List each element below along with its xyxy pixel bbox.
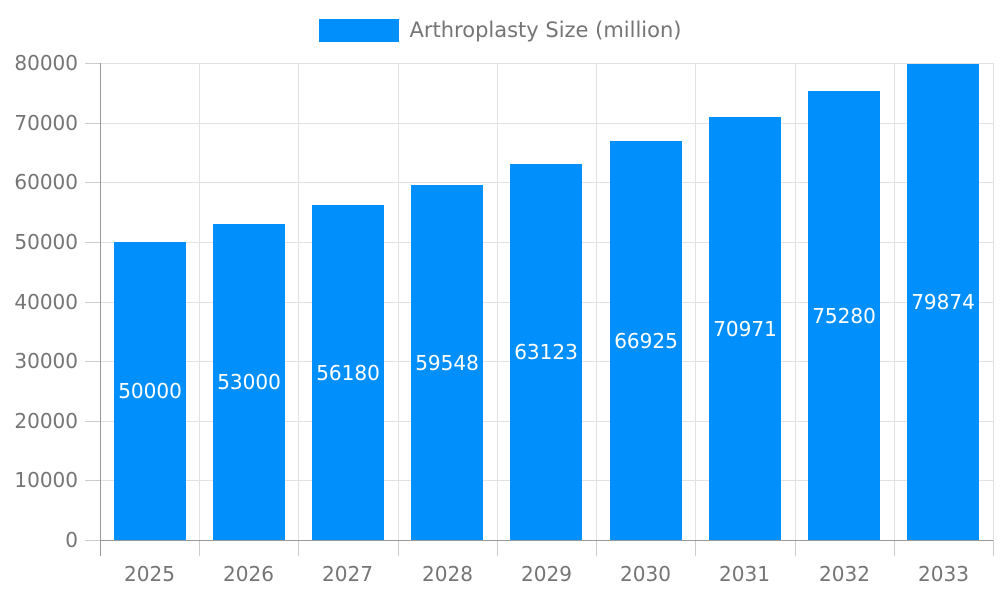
bar-value-label: 63123 (514, 340, 578, 364)
x-axis-tick-label: 2029 (521, 562, 572, 586)
bar[interactable] (610, 141, 682, 540)
bar-value-label: 59548 (415, 351, 479, 375)
x-tick (795, 540, 796, 556)
bar[interactable] (907, 64, 979, 540)
legend-swatch-icon (318, 19, 399, 42)
y-axis-tick-label: 40000 (14, 290, 78, 314)
v-grid-line (894, 63, 895, 540)
bar-value-label: 79874 (911, 290, 975, 314)
x-tick (497, 540, 498, 556)
x-tick (298, 540, 299, 556)
y-tick (85, 182, 100, 183)
bar[interactable] (411, 185, 483, 540)
x-tick (398, 540, 399, 556)
y-tick (85, 540, 100, 541)
y-axis-tick-label: 80000 (14, 51, 78, 75)
legend-label: Arthroplasty Size (million) (409, 18, 682, 42)
x-tick (596, 540, 597, 556)
y-axis-line (100, 63, 101, 556)
bar[interactable] (808, 91, 880, 540)
v-grid-line (199, 63, 200, 540)
h-grid-line (100, 123, 993, 124)
y-tick (85, 63, 100, 64)
y-axis-tick-label: 30000 (14, 349, 78, 373)
x-tick (199, 540, 200, 556)
v-grid-line (298, 63, 299, 540)
x-axis-tick-label: 2031 (719, 562, 770, 586)
bar[interactable] (213, 224, 285, 540)
bar-value-label: 70971 (713, 317, 777, 341)
x-axis-tick-label: 2025 (124, 562, 175, 586)
y-tick (85, 361, 100, 362)
bar-value-label: 75280 (812, 304, 876, 328)
x-tick (993, 540, 994, 556)
y-tick (85, 242, 100, 243)
bar[interactable] (510, 164, 582, 540)
y-tick (85, 421, 100, 422)
x-axis-tick-label: 2026 (223, 562, 274, 586)
bar-value-label: 56180 (316, 361, 380, 385)
v-grid-line (993, 63, 994, 540)
h-grid-line (100, 63, 993, 64)
x-axis-tick-label: 2030 (620, 562, 671, 586)
bar[interactable] (709, 117, 781, 540)
x-axis-tick-label: 2032 (819, 562, 870, 586)
v-grid-line (695, 63, 696, 540)
y-tick (85, 480, 100, 481)
y-axis-tick-label: 70000 (14, 111, 78, 135)
x-tick (695, 540, 696, 556)
y-axis-tick-label: 50000 (14, 230, 78, 254)
legend[interactable]: Arthroplasty Size (million) (0, 19, 1000, 42)
x-axis-line (100, 540, 993, 541)
v-grid-line (596, 63, 597, 540)
x-tick (894, 540, 895, 556)
y-axis-tick-label: 20000 (14, 409, 78, 433)
v-grid-line (795, 63, 796, 540)
x-axis-tick-label: 2027 (322, 562, 373, 586)
bar-value-label: 53000 (217, 370, 281, 394)
bar[interactable] (114, 242, 186, 540)
bar-value-label: 66925 (614, 329, 678, 353)
y-axis-tick-label: 0 (65, 528, 78, 552)
y-tick (85, 302, 100, 303)
x-axis-tick-label: 2033 (918, 562, 969, 586)
x-axis-tick-label: 2028 (422, 562, 473, 586)
y-axis-tick-label: 60000 (14, 170, 78, 194)
v-grid-line (497, 63, 498, 540)
bar-value-label: 50000 (118, 379, 182, 403)
bar[interactable] (312, 205, 384, 540)
y-tick (85, 123, 100, 124)
v-grid-line (398, 63, 399, 540)
y-axis-tick-label: 10000 (14, 468, 78, 492)
